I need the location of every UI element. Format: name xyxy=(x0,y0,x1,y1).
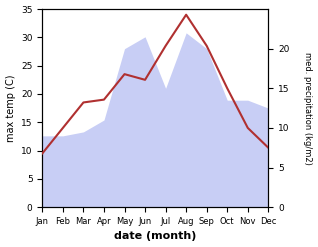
Y-axis label: max temp (C): max temp (C) xyxy=(5,74,16,142)
Y-axis label: med. precipitation (kg/m2): med. precipitation (kg/m2) xyxy=(303,52,313,165)
X-axis label: date (month): date (month) xyxy=(114,231,197,242)
